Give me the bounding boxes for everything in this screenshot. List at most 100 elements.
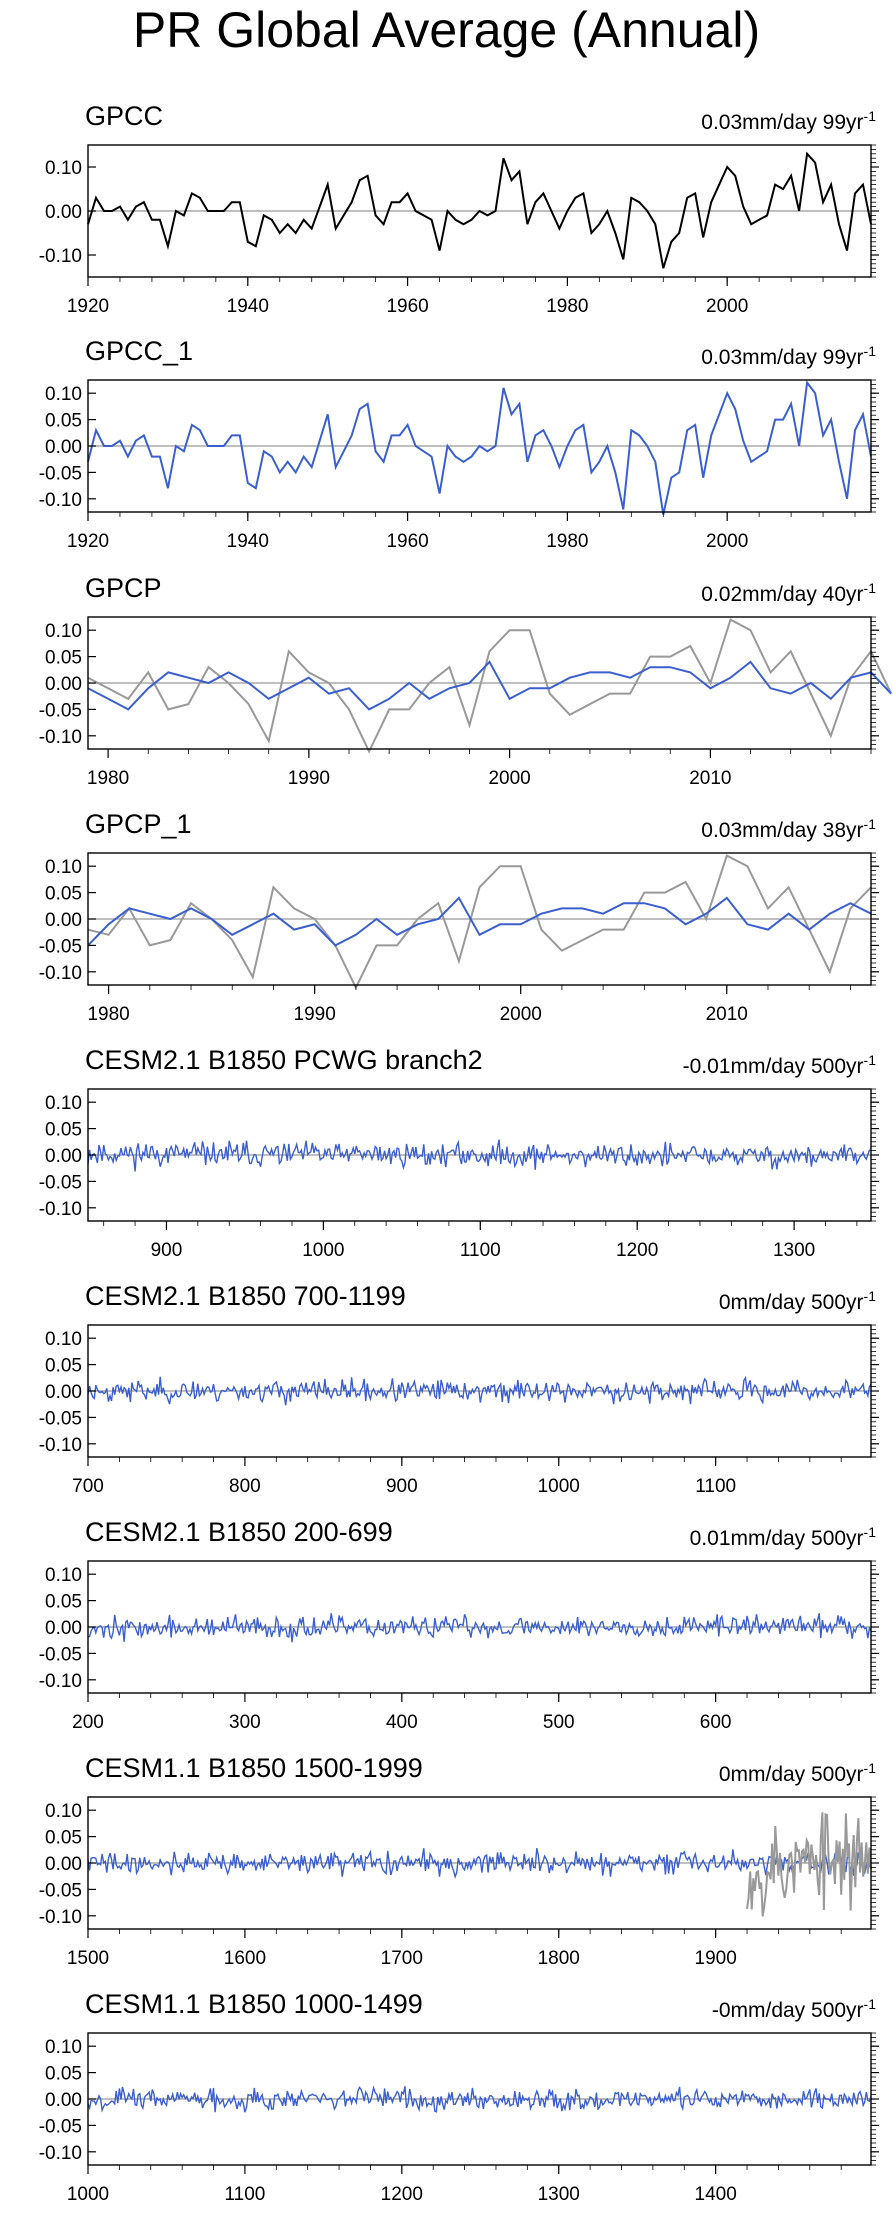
trend-value: -0mm/day 500yr <box>711 1999 864 2022</box>
y-tick-label: -0.05 <box>39 1644 82 1665</box>
y-tick-label: -0.05 <box>39 1408 82 1429</box>
trend-value: 0.03mm/day 99yr <box>701 111 864 134</box>
x-tick-label: 1500 <box>67 1948 109 1969</box>
x-tick-label: 1960 <box>386 296 428 317</box>
y-tick-label: 0.00 <box>45 910 82 931</box>
data-series-line <box>746 1812 872 1917</box>
x-tick-label: 300 <box>229 1712 261 1733</box>
trend-value: -0.01mm/day 500yr <box>682 1055 864 1078</box>
trend-value: 0.03mm/day 38yr <box>701 819 864 842</box>
data-series-line <box>87 1375 872 1406</box>
y-tick-label: 0.10 <box>45 2037 82 2058</box>
x-tick-label: 600 <box>700 1712 732 1733</box>
y-tick-label: -0.10 <box>39 1907 82 1928</box>
trend-label: 0mm/day 500yr-1 <box>719 1754 876 1789</box>
x-tick-label: 2000 <box>706 531 748 552</box>
x-tick-label: 1920 <box>67 296 109 317</box>
panel-title: CESM1.1 B1850 1000-1499 <box>85 1989 423 2019</box>
y-tick-label: 0.05 <box>45 1356 82 1377</box>
data-series-line <box>87 1139 871 1172</box>
trend-label: -0mm/day 500yr-1 <box>712 1990 876 2025</box>
chart-panel: CESM2.1 B1850 200-699 0.01mm/day 500yr-1 0… <box>0 1516 893 1743</box>
line-chart: 0.10 0.00 -0.10 1920 1940 1960 1980 2000 <box>39 144 879 317</box>
y-tick-label: -0.10 <box>39 727 82 748</box>
trend-label: 0mm/day 500yr-1 <box>719 1282 876 1317</box>
data-series-line <box>87 896 872 947</box>
x-tick-label: 2000 <box>706 296 748 317</box>
panel-title: GPCC <box>85 101 164 131</box>
y-tick-label: -0.05 <box>39 1880 82 1901</box>
chart-panel: GPCP 0.02mm/day 40yr-1 0.10 0.05 0.00 -0.05 -0… <box>0 572 893 799</box>
trend-label: 0.03mm/day 99yr-1 <box>701 102 876 137</box>
chart-panel: GPCC 0.03mm/day 99yr-1 0.10 0.00 -0.10 1920 19… <box>0 100 893 327</box>
panel-title: GPCP <box>85 573 162 603</box>
x-tick-label: 1300 <box>773 1240 815 1261</box>
x-tick-label: 900 <box>386 1476 418 1497</box>
y-tick-label: 0.10 <box>45 1093 82 1114</box>
x-tick-label: 1990 <box>294 1004 336 1025</box>
x-tick-label: 1600 <box>224 1948 266 1969</box>
y-tick-label: 0.00 <box>45 1854 82 1875</box>
trend-label: 0.03mm/day 99yr-1 <box>701 337 876 372</box>
data-series-line <box>87 1848 872 1880</box>
chart-panel: CESM1.1 B1850 1000-1499 -0mm/day 500yr-1 0… <box>0 1988 893 2215</box>
chart-panel: GPCP_1 0.03mm/day 38yr-1 0.10 0.05 0.00 -0.05… <box>0 808 893 1035</box>
y-tick-label: 0.00 <box>45 1146 82 1167</box>
y-tick-label: 0.05 <box>45 1120 82 1141</box>
trend-value: 0.01mm/day 500yr <box>689 1527 864 1550</box>
x-tick-label: 1100 <box>460 1240 501 1261</box>
x-tick-label: 700 <box>72 1476 104 1497</box>
panel-title: GPCC_1 <box>85 336 194 366</box>
trend-label: 0.01mm/day 500yr-1 <box>690 1518 876 1553</box>
x-tick-label: 400 <box>386 1712 418 1733</box>
y-tick-label: 0.05 <box>45 1592 82 1613</box>
x-tick-label: 1300 <box>538 2184 580 2205</box>
line-chart: 0.10 0.05 0.00 -0.05 -0.10 200 300 400 500 600 <box>39 1560 879 1733</box>
x-tick-label: 2010 <box>689 768 731 789</box>
panel-title: CESM1.1 B1850 1500-1999 <box>85 1753 423 1783</box>
y-tick-label: -0.10 <box>39 490 82 511</box>
data-series-line <box>87 151 872 269</box>
x-tick-label: 1940 <box>227 296 269 317</box>
trend-value: 0.03mm/day 99yr <box>701 346 864 369</box>
trend-exponent: -1 <box>863 108 876 124</box>
trend-value: 0mm/day 500yr <box>718 1291 864 1314</box>
line-chart: 0.10 0.05 0.00 -0.05 -0.10 1920 1940 1960 1980 20… <box>39 379 879 552</box>
trend-exponent: -1 <box>863 1996 876 2012</box>
y-tick-label: 0.10 <box>45 1329 82 1350</box>
x-tick-label: 200 <box>72 1712 104 1733</box>
line-chart: 0.10 0.05 0.00 -0.05 -0.10 1500 1600 1700 1800 19… <box>39 1796 879 1969</box>
x-tick-label: 1920 <box>67 531 109 552</box>
trend-value: 0.02mm/day 40yr <box>701 583 864 606</box>
trend-value: 0mm/day 500yr <box>718 1763 864 1786</box>
y-tick-label: -0.05 <box>39 2116 82 2137</box>
trend-exponent: -1 <box>863 816 876 832</box>
y-tick-label: -0.10 <box>39 2143 82 2164</box>
figure-title: PR Global Average (Annual) <box>132 2 761 58</box>
x-tick-label: 1980 <box>87 768 129 789</box>
y-tick-label: -0.05 <box>39 936 82 957</box>
x-tick-label: 1800 <box>538 1948 580 1969</box>
x-tick-label: 1990 <box>288 768 330 789</box>
x-tick-label: 1000 <box>538 1476 580 1497</box>
data-series-line <box>87 2085 872 2113</box>
line-chart: 0.10 0.05 0.00 -0.05 -0.10 900 1000 1100 1200 130… <box>39 1088 879 1261</box>
panel-title: CESM2.1 B1850 PCWG branch2 <box>85 1045 483 1075</box>
chart-panel: CESM2.1 B1850 PCWG branch2 -0.01mm/day 50… <box>0 1044 893 1271</box>
y-tick-label: 0.00 <box>45 437 82 458</box>
y-tick-label: -0.05 <box>39 463 82 484</box>
y-tick-label: -0.10 <box>39 1199 82 1220</box>
trend-label: 0.03mm/day 38yr-1 <box>701 810 876 845</box>
chart-panel: GPCC_1 0.03mm/day 99yr-1 0.10 0.05 0.00 -0.05… <box>0 335 893 562</box>
trend-exponent: -1 <box>863 1052 876 1068</box>
y-tick-label: -0.10 <box>39 1435 82 1456</box>
y-tick-label: -0.10 <box>39 1671 82 1692</box>
data-series-line <box>87 660 892 711</box>
x-tick-label: 2000 <box>500 1004 542 1025</box>
y-tick-label: 0.10 <box>45 857 82 878</box>
x-tick-label: 1200 <box>616 1240 658 1261</box>
x-tick-label: 1100 <box>224 2184 265 2205</box>
x-tick-label: 1200 <box>381 2184 423 2205</box>
